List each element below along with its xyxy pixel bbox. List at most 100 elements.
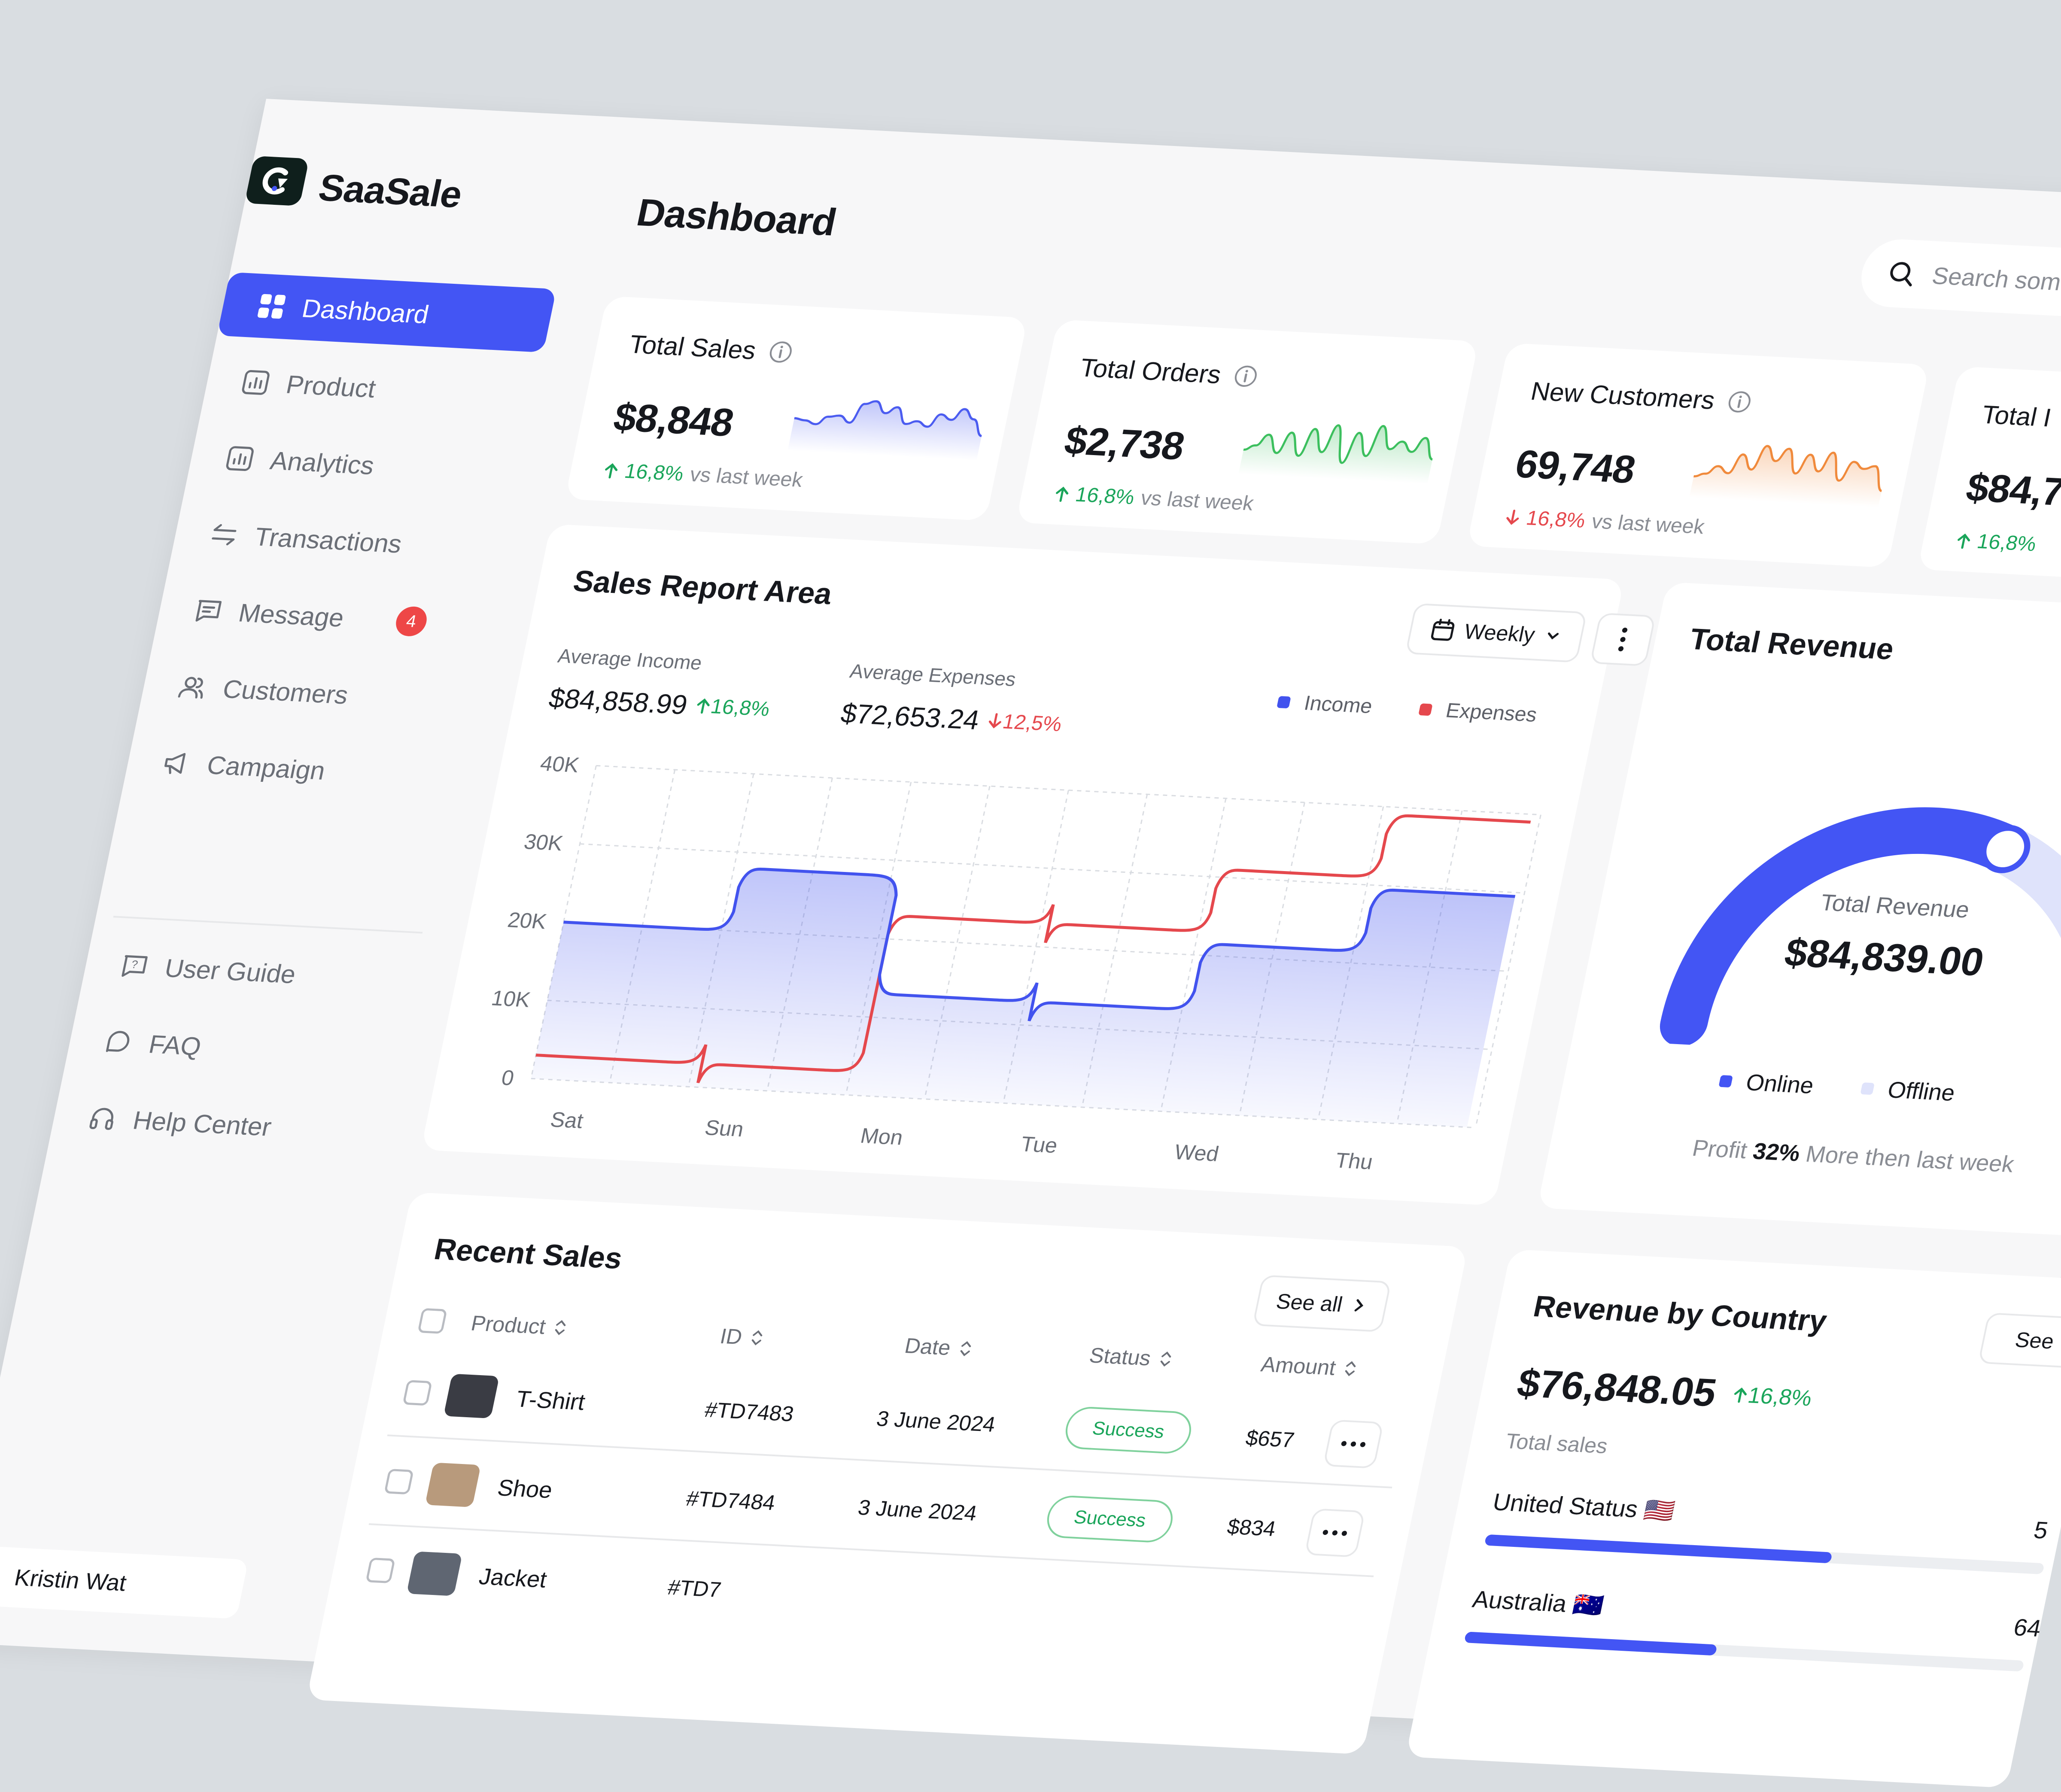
- avg-expenses-value: $72,653.24 12,5%: [838, 697, 1065, 740]
- y-tick-label: 20K: [506, 908, 549, 934]
- svg-text:?: ?: [130, 958, 139, 971]
- y-tick-label: 40K: [538, 751, 581, 777]
- stat-title: Total Orders: [1077, 353, 1224, 389]
- revenue-by-country-card: Revenue by Country See $76,848.05 16,8% …: [1405, 1249, 2061, 1788]
- sales-report-title: Sales Report Area: [570, 564, 835, 611]
- stat-delta-row: 16,8%vs last week: [601, 459, 805, 492]
- order-id: #TD7: [666, 1575, 723, 1602]
- sidebar-item-label: Customers: [220, 674, 351, 710]
- more-options-button[interactable]: [1590, 613, 1656, 666]
- country-see-all-label: See: [2013, 1327, 2056, 1354]
- profit-prefix: Profit: [1690, 1135, 1749, 1163]
- avg-expenses-delta: 12,5%: [1000, 710, 1064, 736]
- sidebar-item-customers[interactable]: Customers: [138, 653, 477, 733]
- country-total-delta: 16,8%: [1746, 1382, 1815, 1411]
- help-icon: ?: [118, 952, 151, 980]
- sidebar-item-dashboard[interactable]: Dashboard: [217, 272, 556, 352]
- x-tick-label: Sun: [703, 1116, 746, 1142]
- sidebar-item-campaign[interactable]: Campaign: [122, 729, 462, 809]
- period-label: Weekly: [1462, 619, 1537, 647]
- sidebar-item-message[interactable]: Message 4: [154, 577, 493, 657]
- x-tick-label: Tue: [1018, 1132, 1060, 1157]
- column-header-amount[interactable]: Amount: [1259, 1352, 1359, 1382]
- row-checkbox[interactable]: [365, 1558, 395, 1583]
- y-tick-label: 10K: [489, 986, 532, 1012]
- stat-value: $8,848: [610, 395, 737, 446]
- sidebar-nav: Dashboard Product Analytics Transactions…: [230, 272, 556, 289]
- column-header-id[interactable]: ID: [718, 1324, 766, 1350]
- chat-icon: [102, 1028, 135, 1056]
- period-dropdown[interactable]: Weekly: [1405, 603, 1587, 663]
- sparkline-area: [787, 397, 988, 460]
- column-header-label: Amount: [1259, 1352, 1338, 1380]
- sort-icon: [552, 1318, 569, 1337]
- row-checkbox[interactable]: [402, 1380, 432, 1406]
- row-actions-button[interactable]: [1323, 1419, 1384, 1469]
- legend-expenses: Expenses: [1417, 698, 1539, 727]
- stat-title: Total I: [1979, 400, 2054, 432]
- arrow-up-icon: [602, 462, 620, 479]
- row-actions-button[interactable]: [1304, 1508, 1366, 1558]
- country-see-all-button[interactable]: See: [1978, 1312, 2061, 1369]
- sidebar-item-product[interactable]: Product: [201, 348, 541, 428]
- user-profile[interactable]: Kristin Wat: [0, 1544, 249, 1619]
- y-tick-label: 0: [499, 1066, 516, 1090]
- stat-delta-row: 16,8%vs last week: [1503, 505, 1707, 539]
- chart-icon: [239, 368, 272, 397]
- message-count-badge: 4: [393, 606, 429, 637]
- column-header-product[interactable]: Product: [469, 1311, 569, 1340]
- product-thumbnail: [407, 1551, 463, 1596]
- select-all-checkbox[interactable]: [417, 1308, 447, 1334]
- search-placeholder: Search something: [1930, 261, 2061, 299]
- arrow-up-icon: [1052, 485, 1071, 503]
- message-icon: [192, 597, 225, 625]
- legend-expenses-label: Expenses: [1444, 699, 1539, 727]
- stat-delta: 16,8%: [1073, 483, 1137, 509]
- search-input[interactable]: Search something: [1855, 238, 2061, 326]
- sidebar-item-help-center[interactable]: Help Center: [48, 1084, 388, 1164]
- page-title: Dashboard: [633, 191, 840, 245]
- column-header-status[interactable]: Status: [1087, 1343, 1175, 1372]
- logo-icon: [244, 156, 309, 206]
- avg-income-value: $84,858.99 16,8%: [546, 682, 773, 725]
- x-tick-label: Wed: [1172, 1140, 1221, 1166]
- country-progress-fill: [1484, 1534, 1833, 1564]
- stat-title-row: Total Sales: [626, 329, 796, 367]
- avatar: [0, 1553, 2, 1598]
- sidebar-item-user-guide[interactable]: ? User Guide: [79, 932, 419, 1012]
- sidebar-item-label: FAQ: [146, 1029, 204, 1061]
- column-header-date[interactable]: Date: [903, 1333, 975, 1361]
- sidebar-item-faq[interactable]: FAQ: [64, 1008, 404, 1088]
- user-name: Kristin Wat: [12, 1564, 129, 1597]
- recent-sales-title: Recent Sales: [431, 1232, 625, 1275]
- avg-income-amount: $84,858.99: [546, 682, 690, 721]
- sparkline: [1234, 410, 1445, 484]
- stat-title-row: Total Orders: [1077, 353, 1261, 391]
- stat-delta-suffix: vs last week: [1590, 510, 1707, 539]
- stat-delta-row: 16,8%vs last week: [1052, 482, 1256, 515]
- see-all-button[interactable]: See all: [1252, 1275, 1392, 1332]
- product-thumbnail: [444, 1374, 500, 1418]
- headset-icon: [86, 1104, 119, 1133]
- column-header-label: Date: [903, 1333, 953, 1360]
- sort-icon: [1342, 1359, 1359, 1379]
- stat-delta-suffix: vs last week: [1139, 486, 1256, 516]
- country-total-label: Total sales: [1503, 1429, 1610, 1458]
- order-date: 3 June 2024: [874, 1406, 997, 1437]
- country-name: United Status 🇺🇸: [1490, 1488, 1677, 1525]
- country-total-value: $76,848.05 16,8%: [1513, 1361, 1816, 1421]
- sidebar-item-analytics[interactable]: Analytics: [185, 424, 525, 504]
- row-checkbox[interactable]: [384, 1469, 414, 1494]
- stat-title: Total Sales: [626, 329, 759, 365]
- sort-icon: [1157, 1349, 1174, 1369]
- sidebar-item-label: Message: [236, 598, 347, 633]
- chart-icon: [223, 444, 256, 473]
- country-total-amount: $76,848.05: [1513, 1361, 1720, 1415]
- sparkline: [783, 387, 994, 461]
- stat-card[interactable]: Total Sales $8,848 16,8%vs last week: [565, 296, 1028, 521]
- sidebar-item-transactions[interactable]: Transactions: [170, 501, 509, 581]
